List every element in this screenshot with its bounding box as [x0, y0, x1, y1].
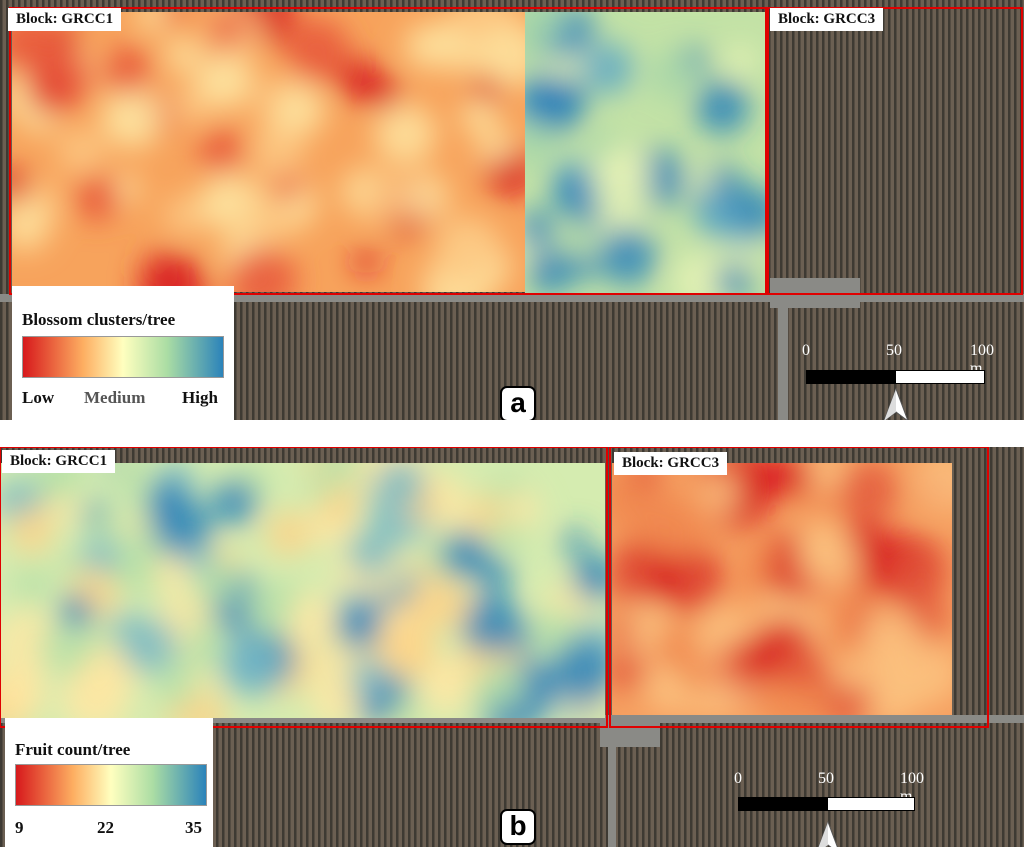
legend-title: Blossom clusters/tree [22, 310, 176, 329]
legend-tick-max: 35 [185, 818, 202, 837]
road [608, 723, 616, 847]
scale-bar-a: 0 50 100 m [802, 342, 1006, 387]
block-label-grcc1: Block: GRCC1 [2, 450, 116, 473]
yield-heatmap [525, 12, 765, 294]
block-label-grcc3: Block: GRCC3 [614, 452, 728, 475]
yield-heatmap [0, 463, 605, 718]
north-arrow-icon [818, 821, 838, 847]
block-outline [609, 447, 989, 728]
panel-a-blossom-map: Block: GRCC1 Block: GRCC3 Blossom cluste… [0, 0, 1024, 420]
block-label-grcc1: Block: GRCC1 [8, 8, 122, 31]
north-arrow-icon [883, 388, 909, 420]
legend-color-ramp [22, 336, 224, 378]
scale-segment-black [806, 370, 896, 384]
panel-b-fruit-map: Block: GRCC1 Block: GRCC3 Fruit count/tr… [0, 447, 1024, 847]
road [0, 715, 1024, 723]
legend-tick-medium: Medium [84, 388, 146, 407]
scale-label-50: 50 [818, 770, 834, 787]
legend-tick-high: High [182, 388, 218, 407]
road [778, 294, 788, 420]
map-canvas-a [0, 0, 1024, 420]
legend-tick-low: Low [22, 388, 55, 407]
legend-color-ramp [15, 764, 207, 806]
scale-label-0: 0 [734, 770, 742, 787]
scale-segment-white [827, 797, 915, 811]
block-outline [9, 7, 767, 295]
scale-bar-b: 0 50 100 m [734, 770, 938, 815]
road [0, 294, 1024, 302]
map-canvas-b [0, 447, 1024, 847]
legend-title: Fruit count/tree [15, 740, 131, 759]
legend-fruit: Fruit count/tree 9 22 35 [5, 718, 213, 847]
block-outline [767, 7, 1023, 295]
legend-tick-mid: 22 [97, 818, 114, 837]
legend-tick-min: 9 [15, 818, 24, 837]
panel-letter-b: b [500, 809, 536, 845]
scale-segment-white [895, 370, 985, 384]
yield-heatmap [612, 463, 952, 715]
scale-label-50: 50 [886, 342, 902, 359]
block-outline [0, 447, 608, 728]
yield-heatmap [12, 12, 527, 292]
scale-label-0: 0 [802, 342, 810, 359]
scale-segment-black [738, 797, 828, 811]
legend-blossom: Blossom clusters/tree Low Medium High [12, 286, 234, 420]
panel-letter-a: a [500, 386, 536, 420]
block-label-grcc3: Block: GRCC3 [770, 8, 884, 31]
